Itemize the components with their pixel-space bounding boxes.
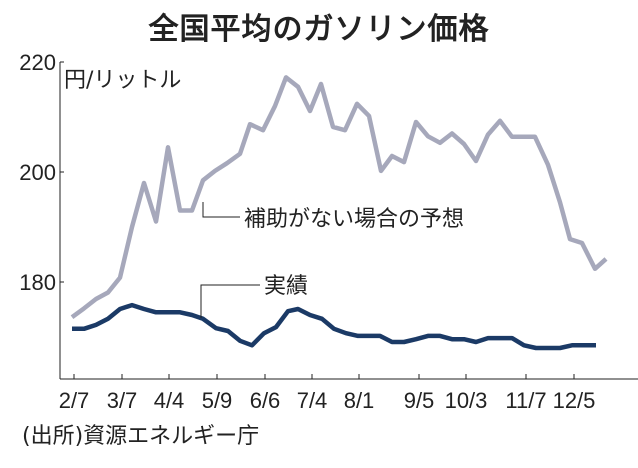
x-tick-label: 2/7 [59, 388, 90, 413]
x-tick-label: 8/1 [344, 388, 375, 413]
x-tick-label: 3/7 [107, 388, 138, 413]
x-tick-label: 12/5 [553, 388, 596, 413]
actual-leader-line [200, 284, 260, 318]
source-note: (出所)資源エネルギー庁 [22, 424, 260, 449]
actual-line [72, 302, 596, 351]
x-tick-label: 6/6 [250, 388, 281, 413]
x-tick-label: 7/4 [297, 388, 328, 413]
forecast-annotation: 補助がない場合の予想 [244, 207, 464, 232]
y-tick-label: 200 [19, 160, 56, 185]
axes: 180 200 220 2/7 3/7 4/4 5/9 6/6 7/4 8/1 9/5 10/3 11/… [19, 50, 638, 413]
y-tick-label: 220 [19, 50, 56, 75]
y-tick-label: 180 [19, 270, 56, 295]
x-tick-label: 11/7 [505, 388, 546, 413]
chart-title: 全国平均のガソリン価格 [148, 12, 490, 47]
x-tick-label: 4/4 [154, 388, 185, 413]
x-tick-label: 5/9 [202, 388, 233, 413]
forecast-line [70, 75, 608, 320]
y-axis-unit: 円/リットル [64, 68, 182, 93]
x-tick-label: 9/5 [404, 388, 435, 413]
actual-annotation: 実績 [264, 274, 308, 299]
x-tick-label: 10/3 [445, 388, 488, 413]
forecast-leader-line [202, 202, 240, 218]
